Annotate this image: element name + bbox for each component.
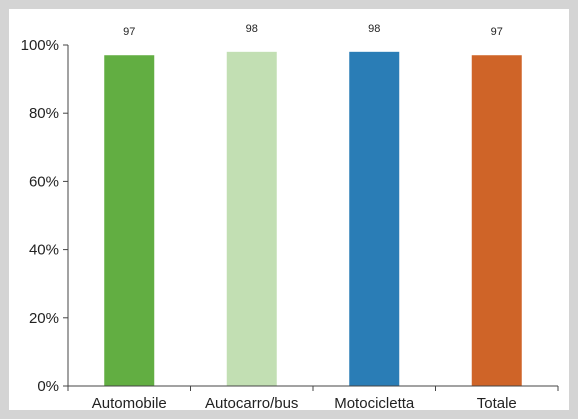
x-category-label: Motocicletta (334, 395, 415, 412)
x-category-label: Totale (477, 395, 517, 412)
data-label: 98 (368, 23, 380, 35)
x-category-label: Automobile (92, 395, 167, 412)
y-tick-label: 60% (29, 173, 59, 190)
y-tick-label: 80% (29, 105, 59, 122)
y-axis: 0% 20% 40% 60% 80% 100% (21, 37, 69, 395)
bar-automobile (104, 55, 155, 386)
y-tick-label: 0% (37, 378, 59, 395)
x-category-label: Autocarro/bus (205, 395, 298, 412)
y-tick-label: 40% (29, 242, 59, 259)
bar-autocarro-bus (226, 51, 277, 386)
data-label: 97 (123, 26, 135, 38)
bar-totale (471, 55, 522, 386)
bars: 97 98 98 97 (104, 23, 522, 386)
data-label: 97 (491, 26, 503, 38)
data-label: 98 (246, 23, 258, 35)
y-tick-label: 100% (21, 37, 59, 54)
bar-motocicletta (349, 51, 400, 386)
y-tick-label: 20% (29, 310, 59, 327)
x-axis: Automobile Autocarro/bus Motocicletta Total… (67, 385, 559, 412)
